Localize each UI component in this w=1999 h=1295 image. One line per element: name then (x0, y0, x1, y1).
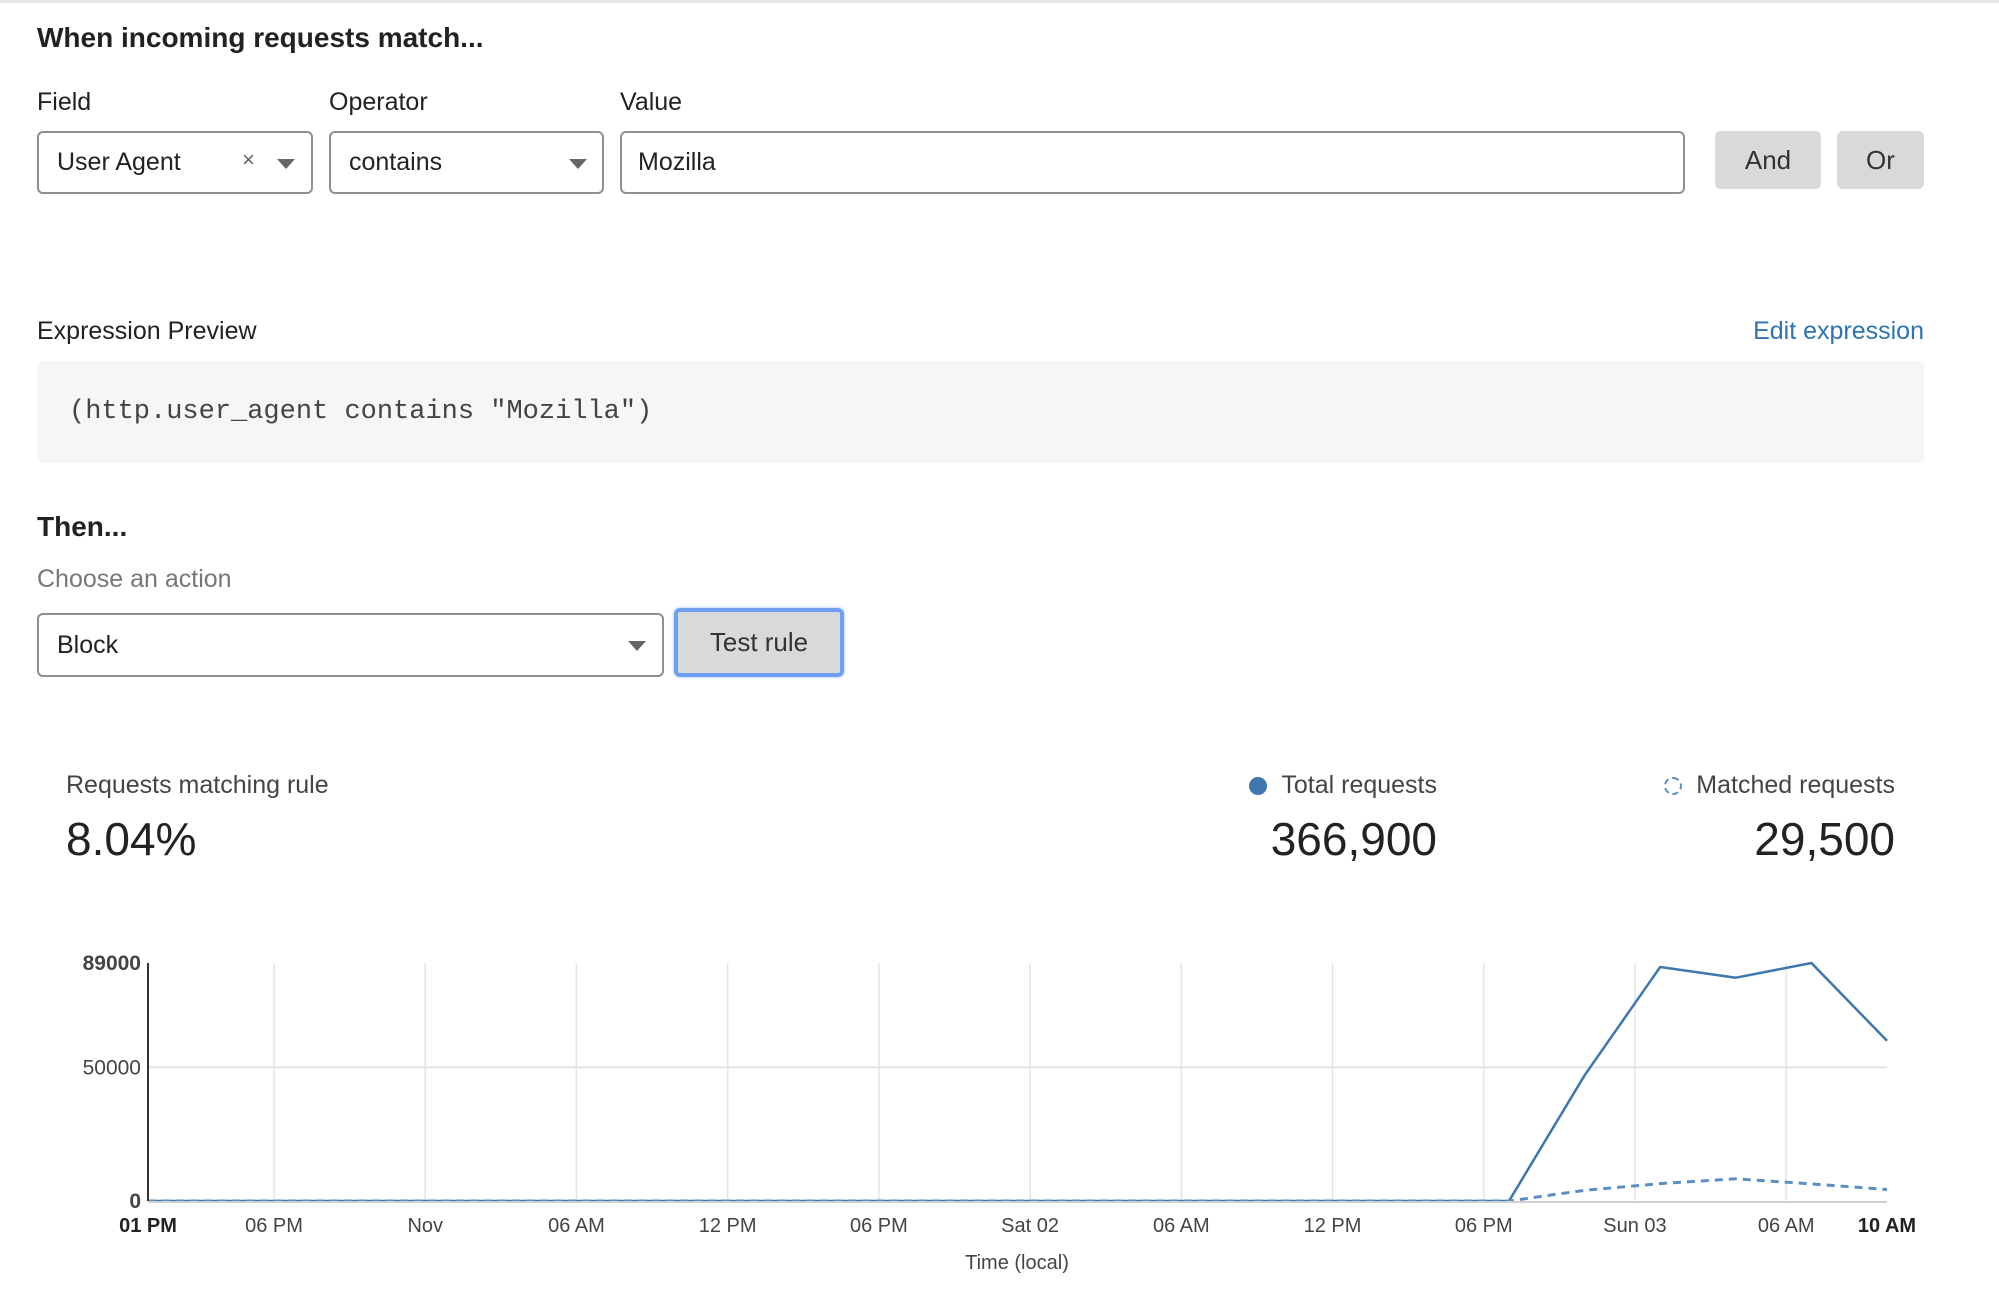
dashed-circle-icon (1664, 776, 1683, 795)
x-tick-label: 06 AM (1153, 1215, 1210, 1237)
operator-label: Operator (329, 88, 428, 116)
matched-requests-line (148, 1177, 1888, 1203)
requests-chart: 01 PM 06 PM Nov 06 AM 12 PM 06 PM Sat 02 06 AM 1… (83, 952, 1916, 1274)
x-axis-title: Time (local) (965, 1252, 1069, 1274)
x-tick-label: Sun 03 (1603, 1215, 1666, 1237)
x-tick-label: 06 PM (850, 1215, 908, 1237)
x-tick-label: 12 PM (1304, 1215, 1362, 1237)
field-label: Field (37, 88, 92, 116)
operator-select[interactable]: contains (329, 131, 604, 194)
total-requests-label: Total requests (1281, 771, 1437, 799)
total-requests-line (148, 961, 1888, 1203)
edit-expression-link[interactable]: Edit expression (1753, 317, 1924, 345)
chevron-down-icon (277, 159, 295, 169)
y-tick-label: 50000 (83, 1056, 141, 1079)
x-tick-label: 10 AM (1858, 1215, 1916, 1237)
legend-total: Total requests (1249, 771, 1437, 800)
and-button[interactable]: And (1715, 131, 1821, 189)
matched-requests-label: Matched requests (1696, 771, 1895, 799)
conditions-heading: When incoming requests match... (37, 22, 484, 53)
y-tick-label: 89000 (83, 952, 141, 975)
value-input-text: Mozilla (638, 148, 716, 176)
solid-dot-icon (1249, 776, 1268, 795)
x-tick-label: 06 AM (1758, 1215, 1815, 1237)
or-button[interactable]: Or (1837, 131, 1924, 189)
x-tick-label: 06 PM (1455, 1215, 1513, 1237)
then-heading: Then... (37, 511, 128, 542)
value-label: Value (620, 88, 683, 116)
legend-matched: Matched requests (1664, 771, 1895, 800)
x-tick-label: 06 PM (245, 1215, 303, 1237)
clear-icon[interactable]: × (242, 147, 255, 172)
chevron-down-icon (569, 159, 587, 169)
x-tick-label: 06 AM (548, 1215, 605, 1237)
action-select-value: Block (57, 630, 119, 659)
choose-action-label: Choose an action (37, 565, 232, 593)
action-select[interactable]: Block (37, 613, 664, 677)
top-divider (0, 0, 1999, 3)
test-rule-button[interactable]: Test rule (674, 608, 844, 677)
operator-select-value: contains (349, 148, 443, 176)
chart-grid (148, 963, 1887, 1201)
matched-requests-value: 29,500 (1754, 813, 1895, 865)
chart-axes: 01 PM 06 PM Nov 06 AM 12 PM 06 PM Sat 02 06 AM 1… (83, 952, 1916, 1237)
chart-series (147, 961, 1888, 1203)
matching-rule-label: Requests matching rule (66, 771, 329, 799)
x-tick-label: Sat 02 (1001, 1215, 1059, 1237)
total-requests-value: 366,900 (1270, 813, 1437, 865)
x-tick-label: Nov (407, 1215, 443, 1237)
matching-rule-value: 8.04% (66, 813, 197, 865)
value-input[interactable]: Mozilla (620, 131, 1685, 194)
expression-preview: (http.user_agent contains "Mozilla") (37, 361, 1924, 463)
chevron-down-icon (628, 641, 646, 651)
x-tick-label: 01 PM (119, 1215, 177, 1237)
x-tick-label: 12 PM (699, 1215, 757, 1237)
expression-preview-label: Expression Preview (37, 317, 257, 345)
y-tick-label: 0 (129, 1190, 141, 1213)
field-select-value: User Agent (57, 148, 181, 176)
field-select[interactable]: User Agent × (37, 131, 313, 194)
